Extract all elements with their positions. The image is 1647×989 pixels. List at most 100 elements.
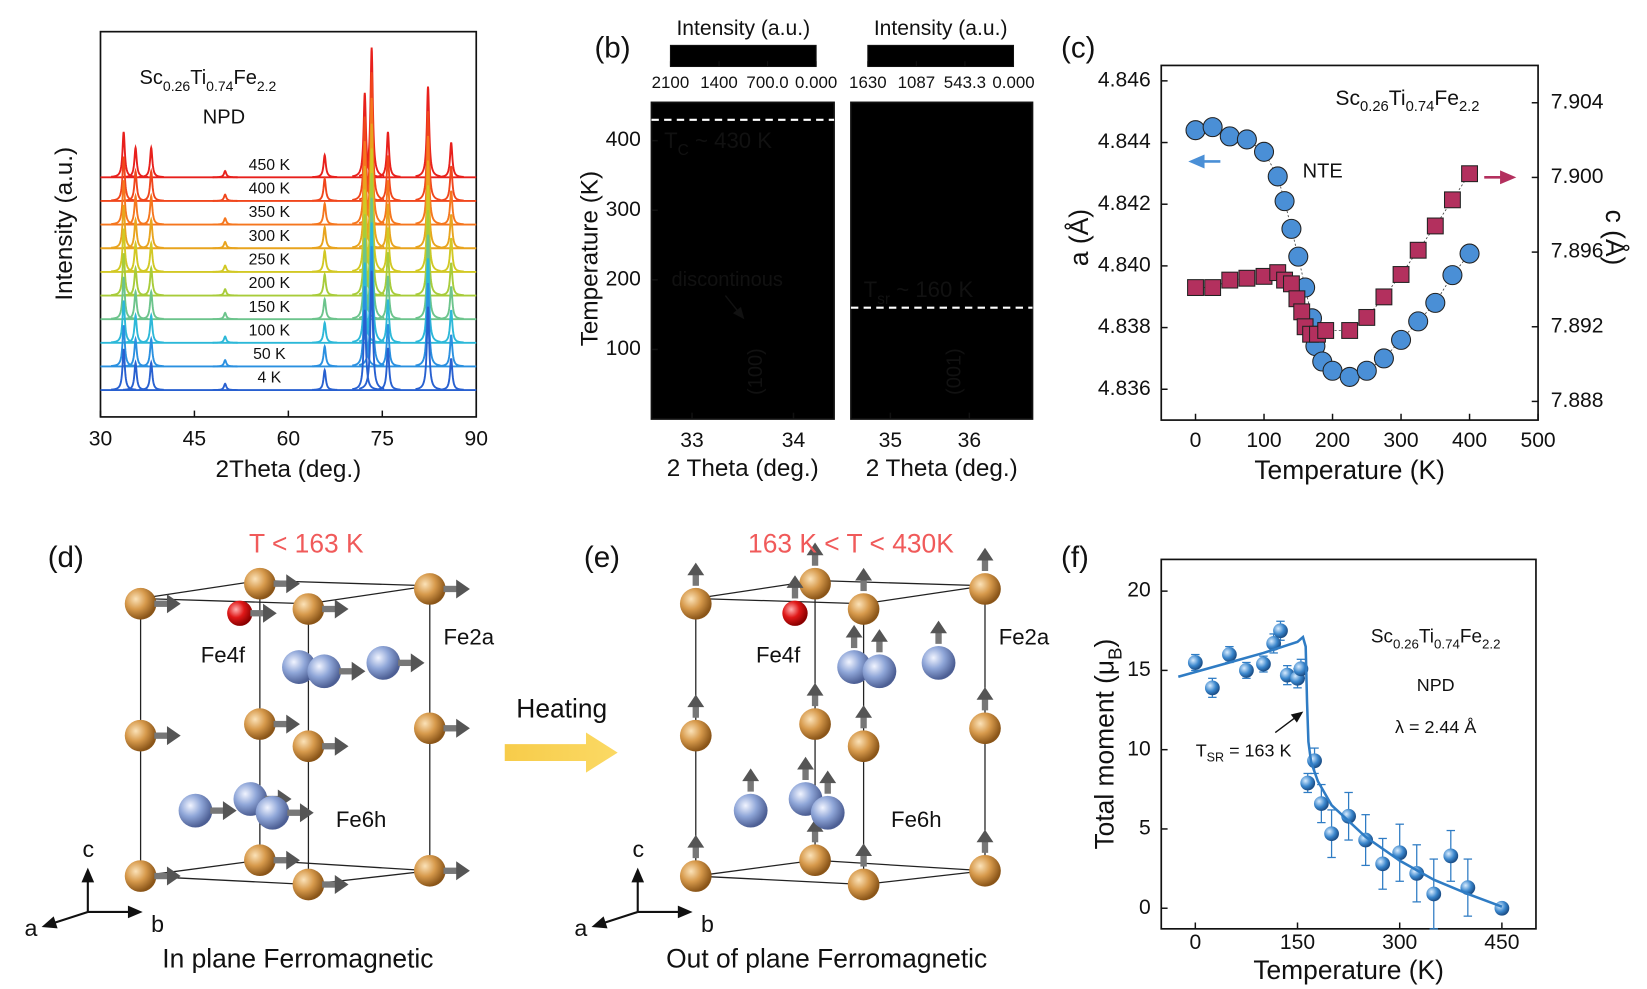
- colorbar-tick-label: 700.0: [746, 73, 788, 92]
- text-part: 0.74: [1434, 637, 1460, 652]
- data-point: [1461, 165, 1479, 183]
- heatmap-cell: [882, 102, 899, 420]
- atom: [679, 860, 712, 892]
- arrow-head: [1290, 711, 1304, 723]
- heatmap-cell: [722, 102, 739, 420]
- axis-letter: b: [701, 911, 714, 937]
- spectrum-peak: [111, 300, 137, 344]
- spin-arrow-head: [166, 866, 181, 886]
- spin-arrow-shaft: [154, 872, 169, 880]
- data-point: [1300, 775, 1316, 791]
- spin-arrow-head: [286, 714, 300, 734]
- spin-arrow: [322, 736, 349, 756]
- axis-a: [41, 910, 89, 929]
- spin-arrow-head: [855, 843, 873, 857]
- atom: [282, 650, 316, 684]
- spin-arrow-shaft: [747, 778, 754, 792]
- spectrum-peak: [415, 135, 441, 225]
- peak-label: (001): [943, 348, 965, 395]
- atom: [969, 854, 1001, 887]
- atom: [292, 593, 325, 625]
- spin-arrow: [819, 770, 837, 794]
- spin-arrow-head: [334, 875, 349, 895]
- spectrum-peak: [375, 299, 401, 344]
- colorbar-tick-label: 1630: [849, 73, 887, 92]
- x-axis-label: Temperature (K): [1254, 455, 1445, 485]
- arrow-head: [1500, 170, 1517, 185]
- series-label: 300 K: [249, 228, 291, 245]
- spectrum-peak: [138, 216, 164, 249]
- annotation-arrow: [724, 295, 745, 320]
- colorbar-label: Intensity (a.u.): [874, 17, 1008, 40]
- atom: [255, 795, 290, 830]
- spin-arrow: [443, 861, 470, 881]
- data-point: [1282, 275, 1300, 293]
- atom: [413, 712, 446, 745]
- spin-arrow-head: [845, 624, 863, 638]
- spectrum-peak: [375, 155, 401, 202]
- arrow-head: [591, 916, 608, 929]
- y-axis-label: a (Å): [1064, 209, 1094, 266]
- data-point: [1281, 218, 1302, 239]
- spin-arrow: [687, 834, 705, 859]
- text-part: 0.26: [163, 78, 190, 94]
- series-label: 4 K: [257, 370, 281, 387]
- spectrum-peak: [212, 240, 238, 250]
- text-part: 0.26: [1360, 99, 1389, 115]
- heatmap-cell: [977, 102, 994, 420]
- spin-arrow-head: [299, 803, 314, 823]
- spin-arrow: [845, 624, 863, 649]
- spectrum-peak: [212, 311, 238, 321]
- spin-arrow: [154, 726, 181, 746]
- heatmap-cell: [651, 102, 663, 420]
- x-tick-label: 500: [1520, 429, 1555, 452]
- spectrum-peak: [111, 180, 137, 226]
- atom: [921, 645, 956, 680]
- spectrum-peak: [212, 287, 238, 297]
- spin-arrow: [742, 768, 760, 792]
- spin-arrow-shaft: [981, 558, 989, 572]
- heatmap-cell: [957, 102, 966, 420]
- text-part: Sc: [1371, 627, 1393, 648]
- spin-arrow: [339, 661, 366, 681]
- colorbar: [867, 44, 1015, 68]
- spectrum-peak: [312, 271, 338, 297]
- atom: [292, 730, 325, 763]
- heatmap-cell: [788, 102, 805, 420]
- spin-arrow: [930, 620, 947, 644]
- axes-frame: [850, 101, 1034, 420]
- spin-arrow-shaft: [210, 807, 224, 814]
- heatmap-cell: [862, 102, 884, 420]
- atom: [244, 567, 276, 600]
- spectrum-peak: [312, 367, 338, 391]
- atom-label: Fe2a: [444, 624, 495, 649]
- spin-arrow: [855, 567, 873, 592]
- spin-arrow-shaft: [339, 668, 353, 675]
- data-point: [1273, 623, 1288, 639]
- spectrum-peak: [111, 276, 137, 320]
- spin-arrow: [976, 829, 994, 853]
- spectrum-peak: [111, 156, 137, 202]
- panel-caption: In plane Ferromagnetic: [162, 943, 433, 973]
- data-point: [1187, 655, 1203, 670]
- spin-arrow-head: [334, 599, 349, 619]
- data-point: [1426, 886, 1442, 902]
- data-point: [1219, 126, 1240, 147]
- spectrum-peak: [415, 209, 441, 296]
- spectrum-peak: [375, 324, 401, 367]
- panel-letter: (d): [48, 541, 84, 574]
- spin-arrow: [154, 866, 181, 886]
- data-point: [1239, 663, 1254, 678]
- spectrum-peak: [375, 275, 401, 320]
- formula: Sc0.26Ti0.74Fe2.2: [1371, 627, 1501, 652]
- spin-arrow-head: [797, 756, 815, 770]
- x-axis-label: 2 Theta (deg.): [667, 455, 819, 482]
- spectrum-peak: [111, 325, 137, 367]
- spectrum-peak: [212, 264, 238, 273]
- spin-arrow: [855, 705, 873, 729]
- spectrum-peak: [415, 282, 441, 367]
- axis-letter: a: [24, 915, 37, 941]
- axis-letter: a: [574, 915, 587, 941]
- spectrum-peak: [212, 358, 238, 368]
- spin-arrow-shaft: [322, 881, 336, 888]
